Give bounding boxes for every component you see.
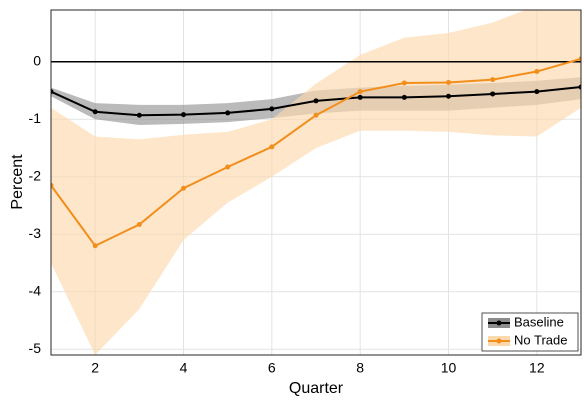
series-marker (401, 94, 407, 100)
series-marker (534, 89, 540, 95)
plot-frame (50, 9, 582, 356)
series-marker (92, 243, 98, 249)
y-tick-label: -3 (29, 225, 42, 241)
series-marker (401, 80, 407, 86)
series-marker (534, 69, 540, 75)
y-tick-label: 0 (33, 52, 41, 68)
plot-area (51, 10, 581, 355)
series-marker (313, 98, 319, 104)
series-marker (92, 109, 98, 115)
series-marker (446, 79, 451, 85)
legend-label: Baseline (514, 314, 564, 329)
series-marker (136, 221, 142, 227)
x-tick-label: 12 (529, 360, 545, 376)
series-marker (51, 89, 54, 95)
legend-label: No Trade (514, 332, 567, 347)
series-marker (446, 93, 451, 99)
x-axis-label: Quarter (289, 380, 344, 397)
x-tick-label: 6 (268, 360, 276, 376)
series-marker (51, 182, 54, 188)
legend-marker (496, 338, 502, 344)
x-tick-label: 2 (91, 360, 99, 376)
series-marker (269, 144, 275, 150)
series-marker (490, 77, 496, 83)
y-axis-label: Percent (9, 154, 26, 210)
y-tick-label: -1 (29, 110, 42, 126)
series-marker (578, 56, 581, 62)
series-marker (578, 84, 581, 90)
series-marker (181, 185, 186, 191)
legend-marker (496, 320, 502, 326)
series-marker (225, 110, 231, 116)
series-marker (313, 112, 319, 118)
series-marker (225, 164, 231, 170)
confidence-band (51, 10, 581, 355)
x-tick-label: 8 (356, 360, 364, 376)
series-marker (490, 91, 496, 97)
y-tick-label: -4 (29, 282, 42, 298)
y-tick-label: -5 (29, 340, 42, 356)
y-tick-label: -2 (29, 167, 42, 183)
x-tick-label: 4 (180, 360, 188, 376)
series-marker (181, 112, 186, 118)
series-marker (136, 112, 142, 118)
series-marker (357, 94, 363, 100)
series-marker (357, 89, 363, 95)
series-marker (269, 106, 275, 112)
x-tick-label: 10 (441, 360, 457, 376)
